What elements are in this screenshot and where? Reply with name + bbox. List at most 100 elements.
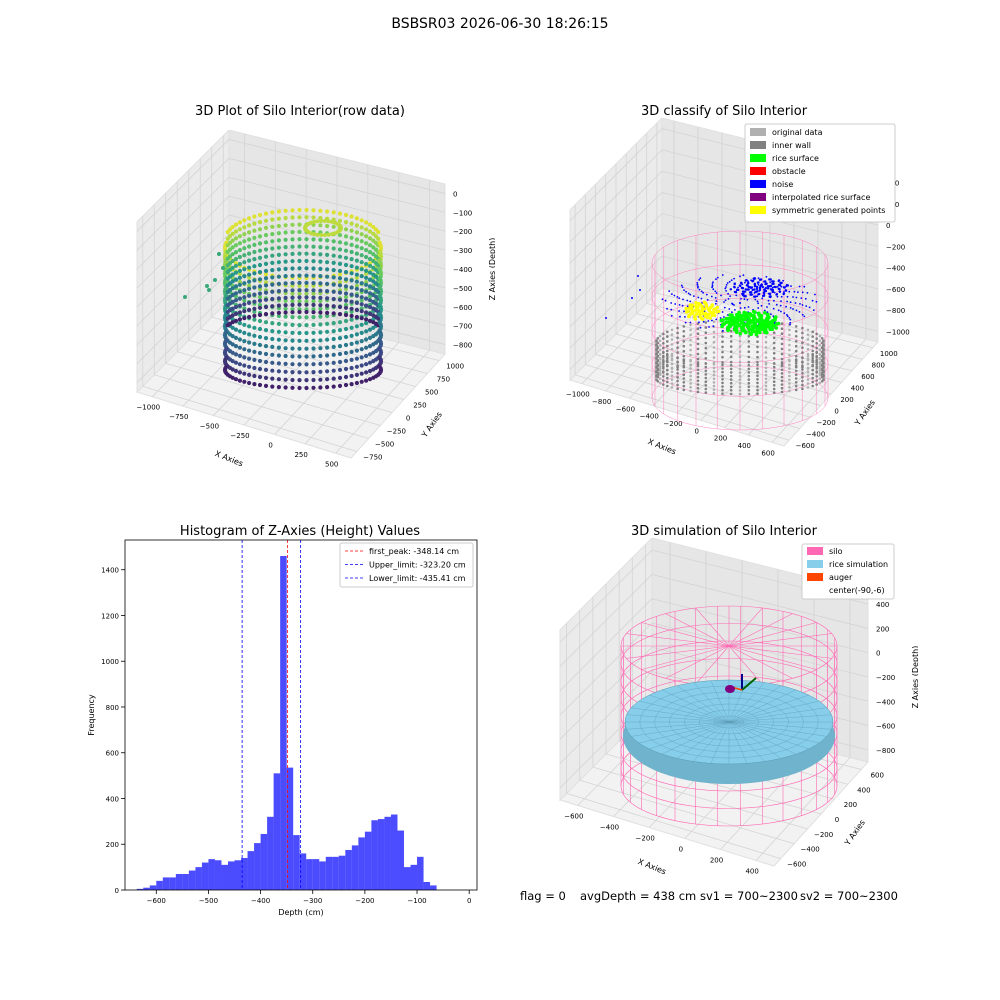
p2-noise-point: [750, 286, 754, 289]
p1-point: [318, 266, 323, 271]
p2-wall-point: [747, 355, 751, 359]
p1-point: [230, 320, 235, 325]
p1-point: [364, 289, 369, 294]
p2-noise-point: [735, 294, 738, 297]
p1-point: [367, 277, 373, 282]
p2-noise-point: [737, 286, 739, 289]
p2-wall-point: [820, 368, 824, 372]
p3-bar: [182, 873, 189, 890]
p1-point: [354, 372, 359, 377]
p1-point: [290, 385, 295, 390]
p2-noise-point: [806, 292, 809, 294]
p1-point: [290, 244, 295, 249]
p1-point: [252, 313, 257, 318]
p1-point: [237, 378, 242, 383]
p4-legend-label: center(-90,-6): [829, 586, 885, 595]
p2-wall-point: [670, 352, 674, 356]
panel3-title: Histogram of Z-Axies (Height) Values: [179, 524, 421, 539]
p1-point: [221, 266, 225, 270]
p4-xtick: 0: [679, 846, 683, 854]
p1-point: [242, 267, 247, 272]
p1-point: [318, 295, 323, 300]
p2-wall-point: [772, 387, 776, 391]
p2-noise-point: [771, 286, 774, 289]
p1-point: [319, 233, 324, 237]
p2-noise-point: [678, 310, 680, 312]
panel4-title: 3D simulation of Silo Interior: [631, 524, 817, 539]
p2-wall-point: [806, 328, 810, 332]
p1-point: [263, 261, 269, 266]
p1-point: [354, 272, 359, 277]
p1-point: [283, 330, 288, 335]
p2-wall-point: [656, 350, 660, 354]
p2-wall-point: [676, 326, 679, 330]
p2-noise-point: [789, 307, 792, 309]
p1-point: [233, 352, 239, 357]
p2-rice-point: [759, 327, 764, 331]
p1-point: [359, 371, 364, 376]
p2-wall-point: [811, 384, 814, 388]
p2-noise-point: [721, 311, 724, 313]
p2-wall-point: [801, 383, 804, 387]
p2-noise-point: [733, 282, 736, 285]
p4-legend-label: auger: [829, 573, 853, 582]
p2-wall-point: [815, 358, 818, 362]
p1-xtick: −250: [230, 432, 249, 440]
p2-rice-point: [764, 324, 768, 329]
p1-point: [354, 356, 359, 361]
p2-wall-point: [801, 366, 804, 369]
p1-point: [325, 313, 330, 319]
p2-ztick: 0: [886, 222, 890, 230]
p1-point: [242, 239, 247, 244]
p2-wall-point: [780, 332, 784, 335]
p2-wall-point: [658, 339, 662, 342]
p1-point: [311, 215, 316, 220]
p3-bar: [410, 864, 418, 890]
p1-point: [304, 338, 309, 343]
p1-point: [252, 242, 257, 247]
p1-ztick: −300: [453, 247, 472, 255]
p1-point: [283, 266, 288, 271]
p1-point: [283, 322, 288, 327]
p2-noise-point: [687, 292, 690, 295]
p2-wall-point: [788, 378, 791, 382]
p2-rice-point: [741, 326, 745, 331]
p1-point: [318, 346, 323, 351]
p1-point: [252, 333, 257, 338]
p3-bar: [351, 845, 359, 890]
p1-point: [311, 291, 316, 296]
p4-legend-swatch: [807, 573, 823, 581]
p2-rice-point: [750, 324, 754, 329]
p2-wall-point: [794, 388, 798, 392]
p2-noise-point: [754, 290, 757, 294]
p2-noise-point: [727, 298, 730, 300]
p3-bar: [312, 859, 320, 890]
p1-point: [247, 293, 252, 298]
p2-wall-point: [811, 368, 814, 372]
p2-wall-point: [764, 346, 768, 349]
p2-wall-point: [666, 335, 669, 338]
p1-point: [325, 321, 330, 326]
p2-legend-label: obstacle: [772, 167, 806, 176]
p1-point: [311, 322, 316, 327]
p2-wall-point: [780, 342, 784, 346]
p2-symmetric-point: [689, 312, 693, 316]
p1-point: [276, 274, 281, 279]
p4-ylabel: Y Axies: [842, 818, 867, 848]
p2-noise-point: [760, 283, 763, 286]
p1-point: [283, 310, 288, 315]
p2-noise-point: [680, 284, 683, 287]
p2-noise-point: [745, 279, 748, 282]
p2-noise-point: [780, 310, 782, 313]
p2-noise-point: [795, 296, 798, 299]
p1-point: [354, 230, 359, 235]
p1-point: [276, 267, 281, 272]
p2-wall-point: [772, 380, 776, 384]
p2-wall-point: [721, 355, 724, 359]
p2-wall-point: [756, 367, 759, 370]
p2-wall-point: [788, 385, 791, 389]
p2-noise-point: [757, 293, 760, 296]
p1-point: [367, 256, 373, 262]
p1-point: [230, 272, 235, 277]
p1-point: [247, 372, 252, 377]
